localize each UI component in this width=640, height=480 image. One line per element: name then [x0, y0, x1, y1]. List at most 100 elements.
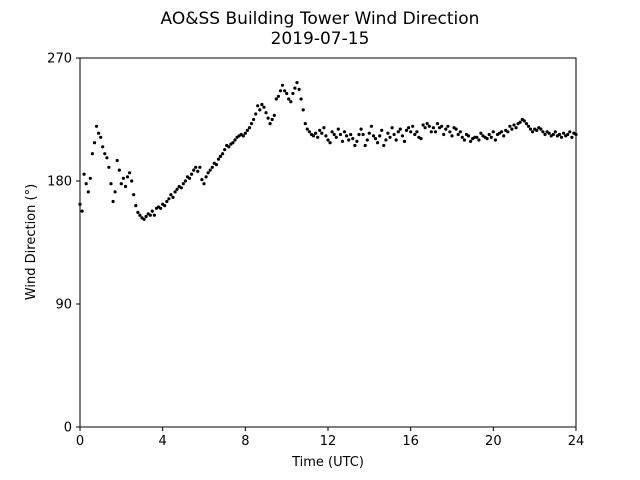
data-point [359, 127, 363, 131]
data-point [210, 165, 214, 169]
data-point [223, 148, 227, 152]
plot-frame [79, 57, 577, 428]
data-point [390, 126, 394, 130]
data-point [493, 138, 497, 142]
data-point [392, 132, 396, 137]
data-point [206, 171, 210, 175]
data-point [192, 168, 196, 172]
data-point [357, 132, 361, 137]
x-tick-label: 8 [241, 434, 249, 449]
data-point [396, 130, 400, 134]
data-point [245, 128, 249, 132]
data-point [266, 116, 270, 120]
data-point [159, 206, 163, 210]
data-point [94, 124, 99, 128]
data-point [132, 193, 136, 197]
data-point [175, 187, 179, 191]
data-point [489, 135, 493, 139]
data-point [415, 130, 419, 134]
data-point [400, 134, 404, 138]
data-point [419, 137, 423, 141]
data-point [256, 104, 260, 108]
data-point [485, 137, 489, 141]
data-point [531, 130, 535, 134]
data-point [355, 139, 359, 143]
x-axis-label: Time (UTC) [291, 455, 364, 470]
data-point [280, 83, 285, 87]
data-point [80, 209, 84, 213]
data-point [196, 169, 200, 173]
data-point [522, 119, 526, 123]
data-point [181, 182, 185, 186]
data-point [268, 122, 272, 126]
data-point [305, 127, 309, 131]
data-point [99, 135, 103, 139]
x-axis-ticks: 0 4 8 12 16 20 24 [76, 427, 584, 449]
data-point [190, 172, 194, 176]
data-point [413, 132, 417, 137]
data-point [216, 157, 221, 161]
data-point [568, 130, 572, 134]
data-point [384, 138, 388, 142]
data-point [322, 126, 326, 130]
data-point [247, 126, 252, 130]
data-point [378, 134, 382, 138]
data-point [128, 171, 132, 175]
data-point [117, 168, 121, 172]
data-point [506, 130, 510, 134]
data-point [380, 128, 384, 132]
data-point [528, 127, 533, 131]
data-point [314, 131, 318, 135]
data-point [524, 122, 529, 126]
data-point [373, 137, 378, 141]
x-tick-label: 20 [485, 434, 502, 449]
data-point [144, 214, 148, 219]
x-tick-label: 16 [402, 434, 419, 449]
x-tick-label: 0 [76, 434, 84, 449]
data-point [502, 134, 506, 138]
data-point [326, 138, 330, 142]
data-point [289, 100, 293, 104]
x-tick-label: 24 [568, 434, 585, 449]
data-point [518, 120, 522, 124]
data-point [165, 199, 169, 204]
data-point [187, 176, 192, 180]
data-point [363, 143, 367, 148]
data-point [90, 152, 94, 156]
data-point [440, 124, 444, 128]
data-point [200, 178, 204, 182]
data-point [130, 179, 134, 183]
data-point [260, 102, 264, 107]
data-point [119, 182, 123, 186]
data-point [477, 138, 481, 142]
data-point [264, 111, 268, 115]
data-point [421, 123, 425, 127]
data-point [562, 131, 566, 135]
data-point [297, 87, 301, 91]
data-point [431, 126, 435, 130]
data-point [84, 182, 88, 186]
data-point [543, 132, 547, 137]
data-point [278, 89, 283, 93]
data-point [508, 124, 512, 128]
chart-subtitle: 2019-07-15 [271, 29, 370, 49]
data-point [109, 182, 113, 186]
x-tick-label: 4 [159, 434, 167, 449]
data-point [198, 165, 202, 169]
data-point [491, 130, 495, 134]
data-point [334, 135, 338, 139]
data-point [338, 132, 342, 137]
data-point [227, 145, 231, 149]
data-point [342, 130, 347, 134]
data-point [456, 132, 460, 137]
data-point [88, 176, 92, 180]
data-point [394, 138, 398, 142]
data-point [535, 128, 539, 132]
data-point [469, 139, 473, 143]
data-point [134, 204, 138, 208]
data-point [349, 132, 353, 137]
data-point [566, 132, 570, 137]
data-point [318, 128, 322, 132]
data-point [252, 117, 256, 122]
data-point [142, 217, 146, 221]
